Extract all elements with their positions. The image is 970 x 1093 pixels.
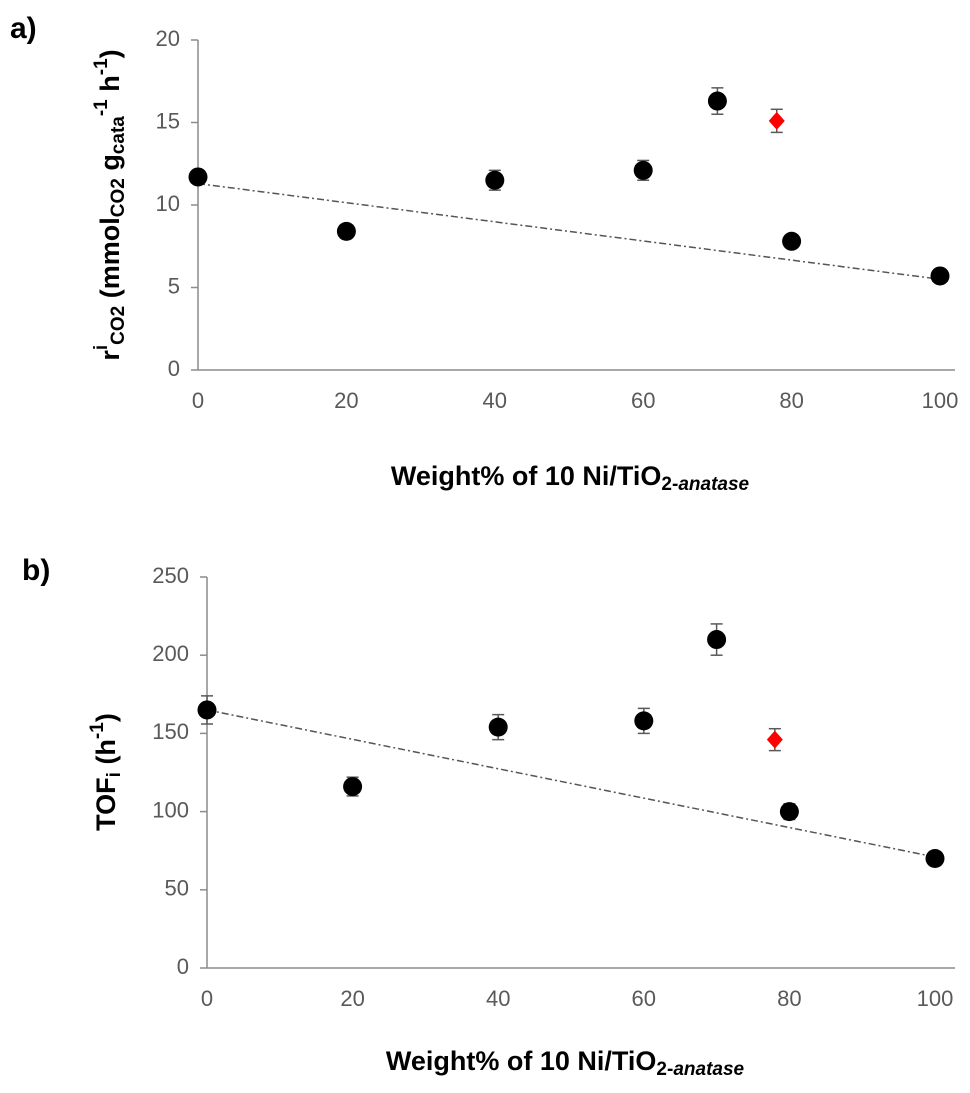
y-tick-label: 150 — [152, 719, 189, 744]
label-part: 2- — [661, 474, 678, 495]
point — [925, 849, 945, 869]
y-tick-label: 200 — [152, 641, 189, 666]
label-part: anatase — [678, 474, 749, 495]
x-tick-label: 20 — [334, 388, 358, 413]
panel-label: b) — [22, 554, 50, 587]
label-part: TOF — [91, 777, 121, 831]
label-part: -1 — [87, 722, 108, 739]
label-part: CO2 — [108, 306, 129, 345]
label-part: Weight% of 10 Ni/TiO — [391, 461, 662, 491]
point — [633, 160, 653, 180]
x-tick-label: 60 — [631, 388, 655, 413]
label-part: i — [91, 345, 112, 350]
y-tick-label: 0 — [168, 356, 180, 381]
label-part: -1 — [91, 99, 112, 116]
label-part: cata — [108, 116, 129, 154]
label-part: g — [95, 154, 125, 178]
point — [707, 91, 727, 111]
label-part: r — [95, 350, 125, 361]
x-tick-label: 80 — [779, 388, 803, 413]
y-tick-label: 100 — [152, 797, 189, 822]
point — [634, 711, 654, 731]
x-tick-label: 100 — [922, 388, 959, 413]
y-tick-label: 15 — [156, 108, 180, 133]
y-tick-label: 20 — [156, 26, 180, 51]
x-tick-label: 0 — [192, 388, 204, 413]
point — [488, 717, 508, 737]
label-part: (mmol — [95, 217, 125, 306]
label-part: CO2 — [108, 178, 129, 217]
label-part: anatase — [673, 1059, 744, 1080]
point — [782, 231, 802, 251]
y-tick-label: 5 — [168, 273, 180, 298]
x-axis-label: Weight% of 10 Ni/TiO2-anatase — [386, 1046, 745, 1080]
trend-line — [206, 709, 936, 858]
point — [188, 167, 208, 187]
x-tick-label: 80 — [777, 986, 801, 1011]
label-part: -1 — [91, 58, 112, 75]
y-tick-label: 10 — [156, 191, 180, 216]
point — [766, 730, 783, 749]
point — [707, 630, 727, 650]
label-part: i — [104, 772, 125, 777]
point — [336, 221, 356, 241]
label-part: h — [95, 75, 125, 99]
x-tick-label: 40 — [486, 986, 510, 1011]
point — [343, 777, 363, 797]
y-axis-label: TOFi (h-1) — [87, 713, 125, 831]
label-part: (h — [91, 739, 121, 772]
y-tick-label: 250 — [152, 563, 189, 588]
x-tick-label: 60 — [632, 986, 656, 1011]
point — [768, 111, 785, 130]
point — [197, 700, 217, 720]
x-tick-label: 100 — [917, 986, 954, 1011]
x-tick-label: 0 — [201, 986, 213, 1011]
y-tick-label: 50 — [165, 876, 189, 901]
label-part: ) — [91, 713, 121, 722]
y-axis-label: riCO2 (mmolCO2 gcata-1 h-1) — [91, 49, 129, 360]
x-axis-label: Weight% of 10 Ni/TiO2-anatase — [391, 461, 750, 495]
trend-line — [197, 182, 941, 280]
x-tick-label: 20 — [340, 986, 364, 1011]
label-part: 2- — [656, 1059, 673, 1080]
panel-label: a) — [10, 12, 37, 45]
x-tick-label: 40 — [483, 388, 507, 413]
label-part: ) — [95, 49, 125, 58]
point — [485, 170, 505, 190]
y-tick-label: 0 — [177, 954, 189, 979]
label-part: Weight% of 10 Ni/TiO — [386, 1046, 657, 1076]
point — [930, 266, 950, 286]
point — [779, 802, 799, 822]
